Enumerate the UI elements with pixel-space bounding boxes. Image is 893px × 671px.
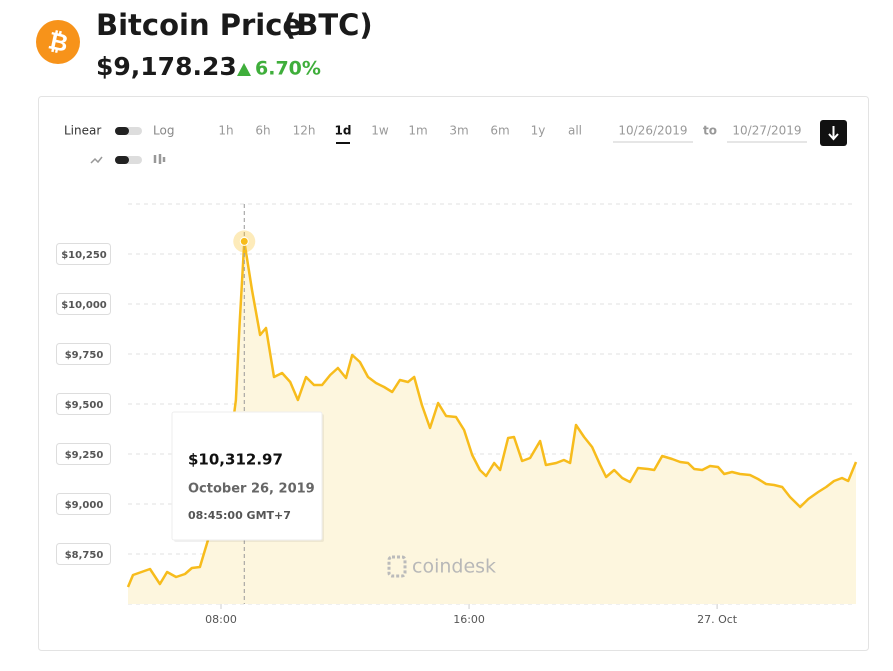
log-label: Log	[153, 124, 174, 138]
hover-point	[239, 236, 249, 246]
range-button[interactable]: 1m	[408, 124, 427, 138]
date-to[interactable]: 10/27/2019	[732, 124, 801, 138]
linear-label: Linear	[64, 124, 101, 138]
y-tick-box	[56, 493, 111, 515]
line-icon	[90, 156, 103, 164]
range-button[interactable]: 3m	[449, 124, 468, 138]
y-tick-label: $8,750	[65, 550, 104, 561]
date-to-label: to	[703, 124, 717, 138]
btc-icon	[36, 20, 80, 64]
up-arrow	[237, 63, 251, 76]
y-tick-label: $9,500	[65, 400, 104, 411]
x-tick-label: 16:00	[453, 613, 485, 626]
range-button[interactable]: 12h	[293, 124, 316, 138]
range-button[interactable]: 6h	[255, 124, 270, 138]
range-button[interactable]: 1d	[335, 124, 352, 138]
tooltip-time: 08:45:00 GMT+7	[188, 509, 291, 522]
y-tick-label: $9,750	[65, 350, 104, 361]
title: Bitcoin Price	[96, 8, 302, 42]
watermark-icon	[387, 555, 407, 578]
y-tick-label: $9,250	[65, 450, 104, 461]
line	[126, 240, 858, 588]
watermark: coindesk	[412, 556, 496, 578]
y-tick-box	[56, 393, 111, 415]
download-icon	[828, 126, 839, 141]
date-from[interactable]: 10/26/2019	[618, 124, 687, 138]
range-button[interactable]: 1h	[218, 124, 233, 138]
range-button[interactable]: 1y	[531, 124, 546, 138]
y-tick-label: $10,000	[61, 300, 107, 311]
y-tick-box	[56, 543, 111, 565]
y-tick-box	[56, 243, 111, 265]
tooltip-date: October 26, 2019	[188, 482, 315, 497]
y-tick-box	[56, 343, 111, 365]
y-tick-label: $9,000	[65, 500, 104, 511]
tooltip	[171, 411, 323, 541]
symbol: (BTC)	[283, 8, 373, 42]
range-button[interactable]: all	[568, 124, 582, 138]
y-tick-label: $10,250	[61, 250, 107, 261]
change: 6.70%	[255, 58, 321, 80]
candle-icon	[153, 154, 166, 164]
tooltip-price: $10,312.97	[188, 451, 283, 469]
type-toggle-knob	[115, 156, 129, 164]
range-button[interactable]: 6m	[490, 124, 509, 138]
x-tick-label: 08:00	[205, 613, 237, 626]
y-tick-box	[56, 443, 111, 465]
range-button[interactable]: 1w	[371, 124, 389, 138]
price: $9,178.23	[96, 52, 237, 81]
y-tick-box	[56, 293, 111, 315]
x-tick-label: 27. Oct	[697, 613, 738, 626]
scale-toggle-knob	[115, 127, 129, 135]
